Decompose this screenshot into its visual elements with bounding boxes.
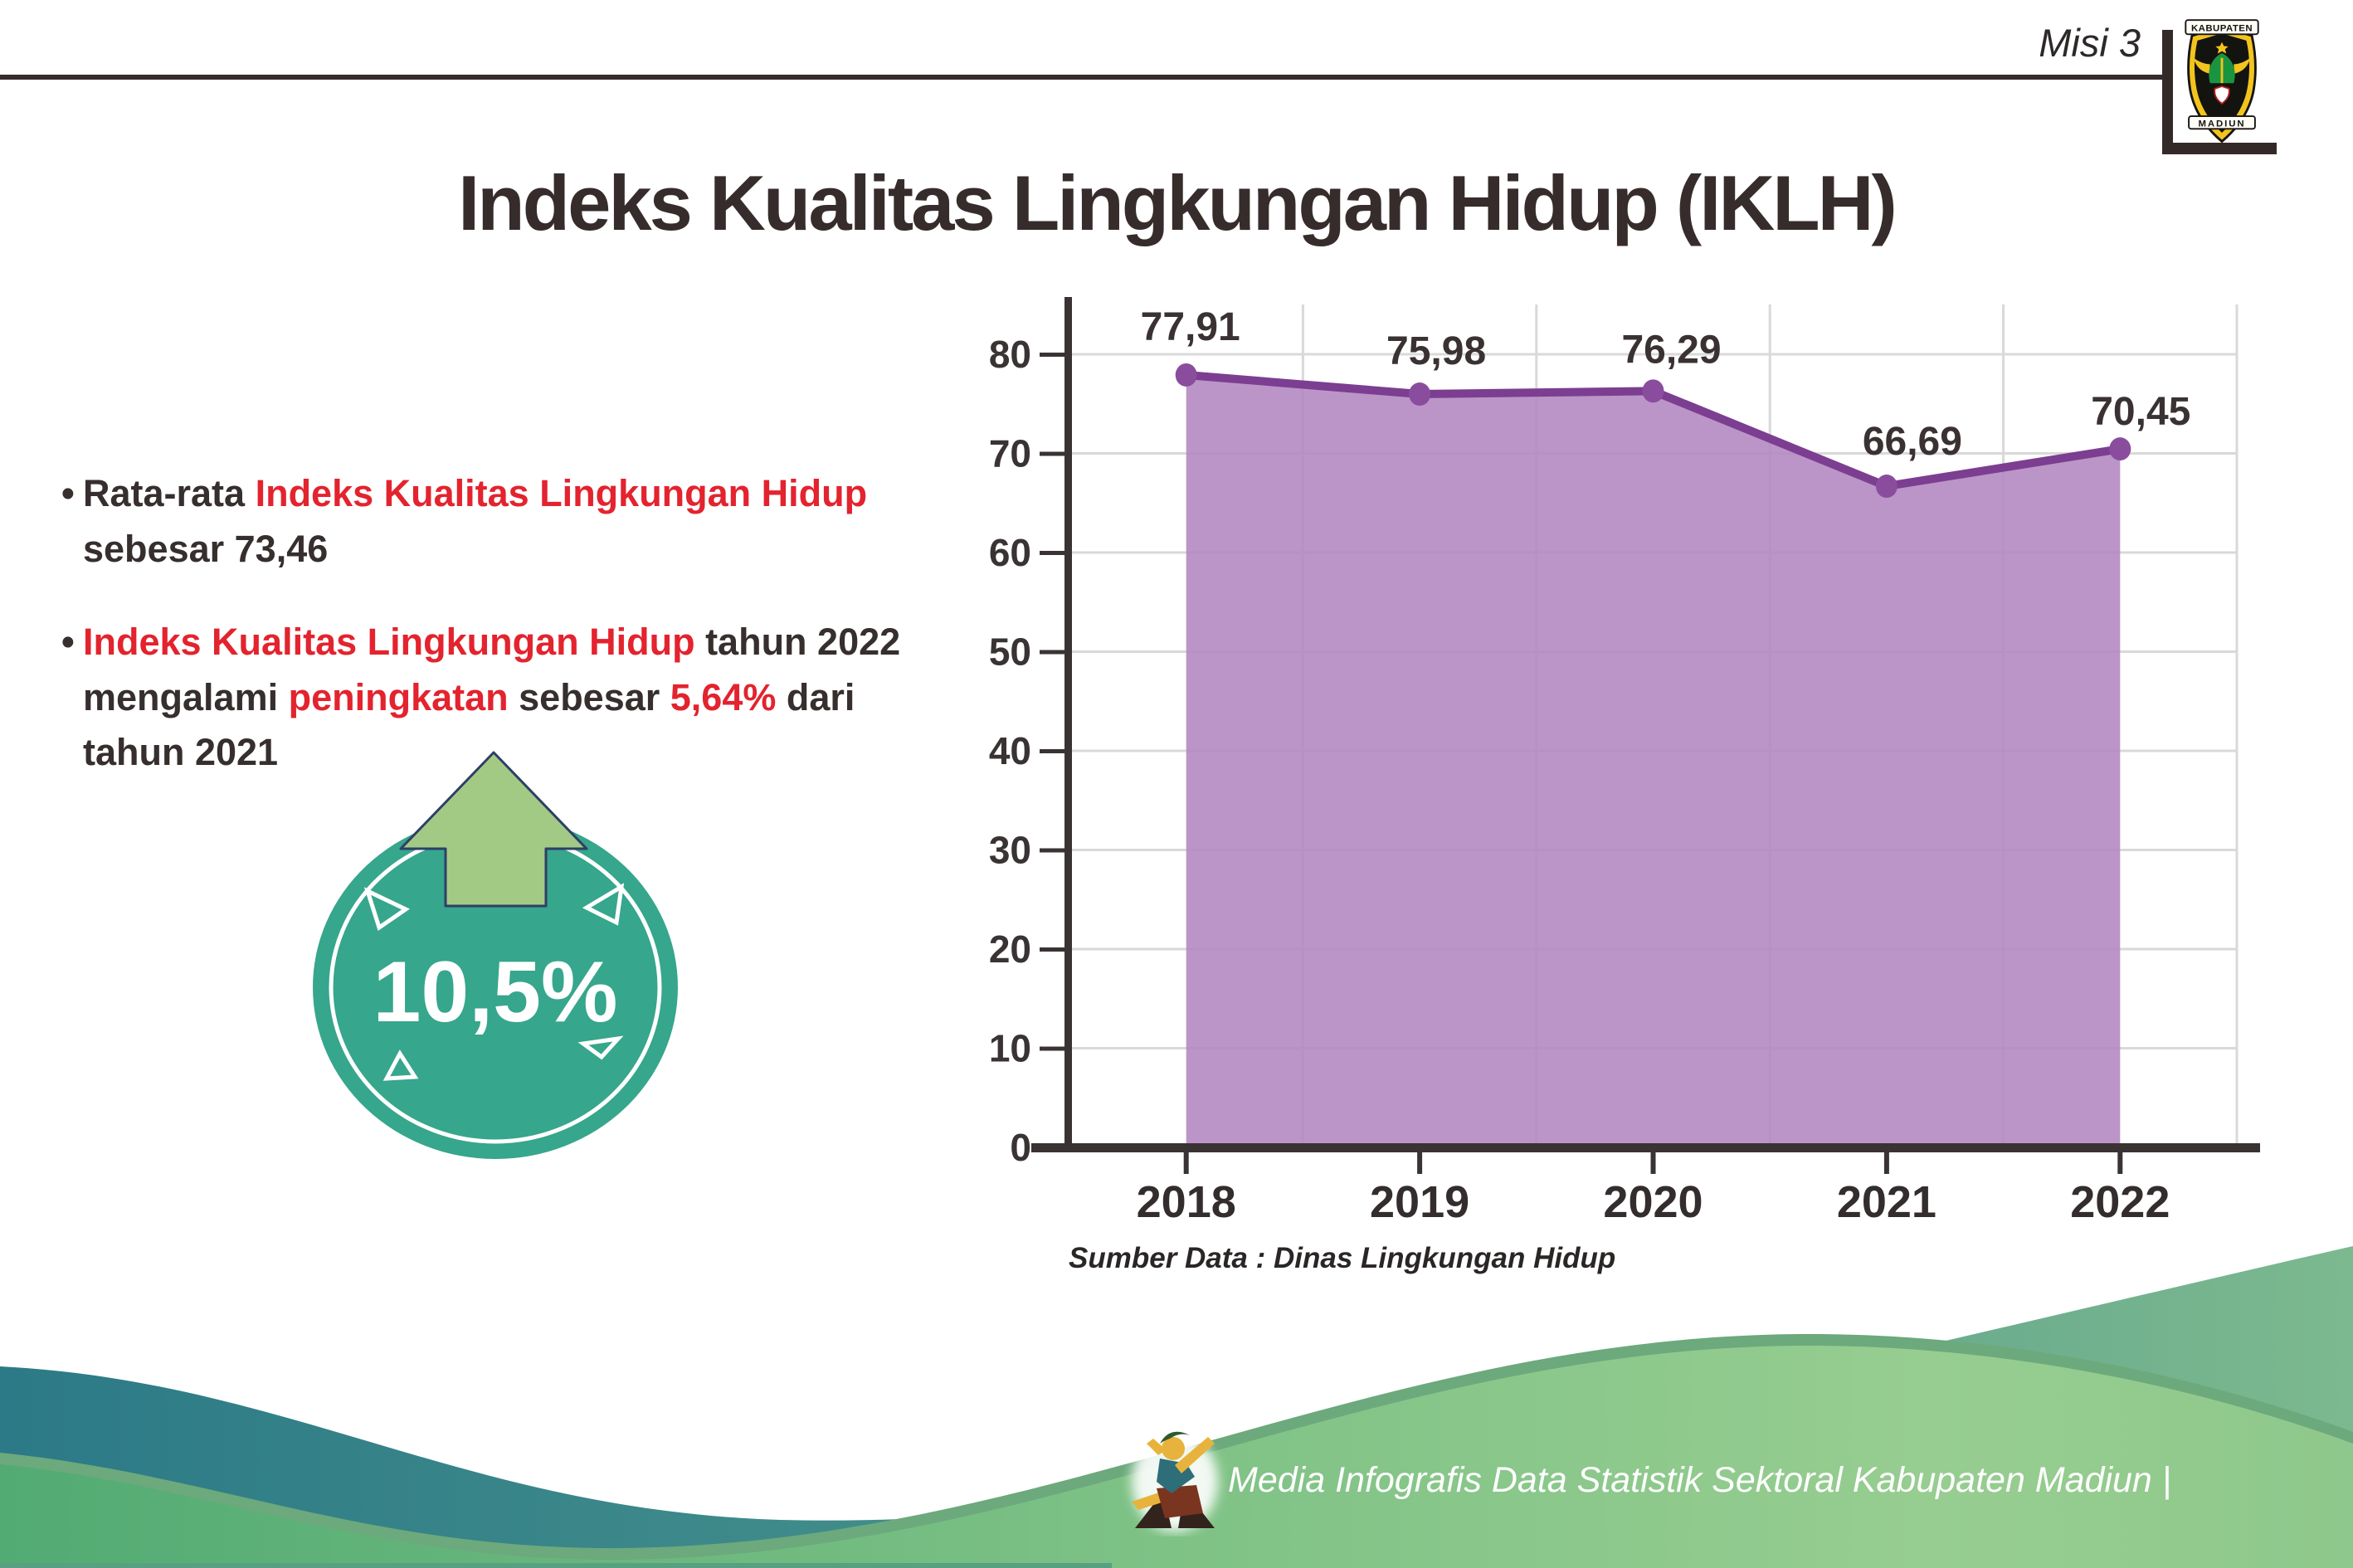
bullet-dot: • bbox=[61, 472, 75, 514]
banner-bottom bbox=[2188, 115, 2256, 130]
data-label: 77,91 bbox=[1141, 305, 1240, 349]
data-point bbox=[2109, 437, 2131, 461]
crest-shield: KABUPATEN MADIUN bbox=[2185, 19, 2259, 144]
note-average-iklh: • Rata-rata Indeks Kualitas Lingkungan Hi… bbox=[61, 466, 1045, 577]
y-tick-label: 30 bbox=[989, 829, 1031, 872]
mascot-arm bbox=[1175, 1437, 1215, 1473]
data-label: 70,45 bbox=[2091, 390, 2190, 434]
bullet-dot: • bbox=[61, 621, 75, 664]
right-wing-icon bbox=[2234, 57, 2251, 74]
spark-triangle-icon bbox=[582, 883, 625, 926]
mascot-head bbox=[1162, 1437, 1185, 1460]
small-shield-icon bbox=[2214, 85, 2230, 105]
tree-trunk bbox=[2220, 57, 2224, 84]
star-icon bbox=[2215, 41, 2229, 54]
data-label: 76,29 bbox=[1621, 328, 1721, 372]
mascot-sarong bbox=[1157, 1485, 1203, 1518]
y-tick bbox=[1040, 947, 1064, 952]
y-tick bbox=[1040, 353, 1064, 357]
spark-triangle-icon bbox=[363, 887, 410, 931]
bottom-strip bbox=[0, 1563, 1112, 1568]
y-tick bbox=[1040, 451, 1064, 456]
bullet-text: tahun 2022 mengalami bbox=[83, 621, 901, 718]
y-tick bbox=[1040, 650, 1064, 655]
x-tick bbox=[1883, 1152, 1889, 1174]
badge-circle bbox=[313, 816, 678, 1159]
x-tick-label: 2018 bbox=[1137, 1177, 1236, 1227]
data-point bbox=[1875, 475, 1898, 499]
x-tick-label: 2020 bbox=[1603, 1177, 1703, 1227]
y-axis bbox=[1064, 297, 1072, 1152]
y-tick-label: 70 bbox=[989, 432, 1031, 475]
data-point bbox=[1642, 379, 1664, 403]
y-tick-label: 60 bbox=[989, 531, 1031, 574]
footer-credit: Media Infografis Data Statistik Sektoral… bbox=[1228, 1460, 2171, 1500]
green-wave bbox=[0, 1346, 2353, 1568]
y-tick-label: 20 bbox=[989, 928, 1031, 971]
y-tick bbox=[1040, 1146, 1064, 1150]
bullet-highlight: peningkatan bbox=[288, 675, 509, 718]
dancer-mascot-icon bbox=[1132, 1431, 1218, 1531]
x-tick-label: 2019 bbox=[1370, 1177, 1469, 1227]
bullet-text: Rata-rata bbox=[83, 472, 256, 514]
page-title: Indeks Kualitas Lingkungan Hidup (IKLH) bbox=[458, 158, 1898, 246]
banner-top-text: KABUPATEN bbox=[2191, 24, 2253, 34]
misi-label: Misi 3 bbox=[2039, 21, 2141, 65]
y-tick bbox=[1040, 749, 1064, 753]
banner-top bbox=[2185, 19, 2259, 36]
banner-bottom-text: MADIUN bbox=[2199, 119, 2246, 129]
x-tick bbox=[1417, 1152, 1423, 1174]
y-tick-label: 0 bbox=[1010, 1126, 1031, 1169]
left-wing-icon bbox=[2193, 57, 2210, 74]
data-label: 75,98 bbox=[1386, 329, 1486, 373]
x-tick bbox=[1183, 1152, 1189, 1174]
data-point bbox=[1175, 363, 1197, 387]
y-tick-label: 50 bbox=[989, 631, 1031, 674]
badge-value: 10,5% bbox=[373, 944, 618, 1040]
note-increase-iklh: • Indeks Kualitas Lingkungan Hidup tahun … bbox=[61, 615, 1045, 781]
bullet-highlight: 5,64% bbox=[670, 675, 777, 718]
y-tick-label: 10 bbox=[989, 1027, 1031, 1070]
bullet-text: sebesar 73,46 bbox=[83, 527, 329, 570]
bullet-text: sebesar bbox=[508, 675, 670, 718]
x-tick-label: 2021 bbox=[1837, 1177, 1936, 1227]
increase-badge: 10,5% bbox=[313, 751, 678, 1159]
up-arrow-icon bbox=[399, 751, 588, 908]
data-point bbox=[1409, 382, 1431, 407]
mascot-hat bbox=[1160, 1431, 1190, 1444]
y-tick bbox=[1040, 848, 1064, 853]
area-fill bbox=[1186, 374, 2121, 1148]
y-tick-label: 80 bbox=[989, 333, 1031, 376]
chart-source-note: Sumber Data : Dinas Lingkungan Hidup bbox=[1069, 1242, 1616, 1274]
mascot-arm-left bbox=[1147, 1439, 1167, 1455]
bullet-highlight: Indeks Kualitas Lingkungan Hidup bbox=[255, 472, 868, 514]
y-tick-label: 40 bbox=[989, 729, 1031, 772]
bullet-highlight: Indeks Kualitas Lingkungan Hidup bbox=[83, 621, 695, 664]
bullet-text: dari tahun 2021 bbox=[83, 675, 855, 774]
spark-triangle-icon bbox=[382, 1049, 419, 1081]
data-label: 66,69 bbox=[1863, 420, 1962, 464]
y-tick bbox=[1040, 551, 1064, 555]
spark-triangle-icon bbox=[577, 1035, 624, 1060]
y-tick bbox=[1040, 1046, 1064, 1051]
x-tick bbox=[2117, 1152, 2123, 1174]
notes-list: • Rata-rata Indeks Kualitas Lingkungan Hi… bbox=[61, 466, 1045, 819]
x-axis bbox=[1031, 1143, 2260, 1152]
x-tick-label: 2022 bbox=[2070, 1177, 2170, 1227]
kabupaten-madiun-logo: KABUPATEN MADIUN bbox=[2162, 19, 2277, 154]
header-rule bbox=[0, 75, 2170, 80]
iklh-area-chart: 0 10 20 30 40 50 60 70 80 2018 2019 2020 2021 2022 77,… bbox=[989, 297, 2260, 1227]
x-tick bbox=[1650, 1152, 1656, 1174]
